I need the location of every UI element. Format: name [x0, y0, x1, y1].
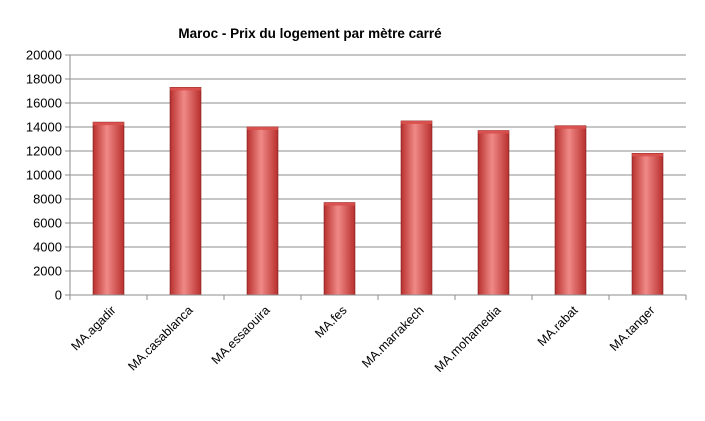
x-tick-label: MA.tanger	[607, 303, 658, 354]
chart-title: Maroc - Prix du logement par mètre carré	[178, 26, 442, 41]
y-tick-label: 4000	[33, 240, 62, 255]
bar-ma-rabat	[554, 125, 587, 296]
x-tick-label: MA.rabat	[535, 303, 581, 349]
bar-ma-essaouira	[246, 126, 279, 296]
bar-top-highlight	[247, 127, 278, 130]
bar-top-highlight	[632, 153, 663, 157]
x-tick-label: MA.marrakech	[359, 303, 426, 370]
x-tick-labels: MA.agadir MA.casablanca MA.essaouira MA.fes…	[68, 303, 657, 375]
y-tick-label: 12000	[26, 144, 62, 159]
y-tick-label: 0	[55, 288, 62, 303]
bar-ma-fes	[323, 202, 356, 296]
bar-top-highlight	[324, 202, 355, 206]
y-tick-label: 18000	[26, 72, 62, 87]
bar-ma-agadir	[92, 121, 125, 296]
y-tick-label: 16000	[26, 96, 62, 111]
y-tick-labels: 0 2000 4000 6000 8000 10000 12000 14000 16000 180…	[26, 48, 62, 303]
bar-top-highlight	[401, 121, 432, 124]
bar-ma-mohamedia	[477, 130, 510, 296]
bar-top-highlight	[170, 87, 201, 91]
axes	[69, 55, 687, 300]
bar-ma-casablanca	[169, 87, 202, 296]
x-tick-label: MA.casablanca	[125, 303, 195, 373]
bars	[92, 87, 664, 296]
y-tick-label: 6000	[33, 216, 62, 231]
x-tick-label: MA.mohamedia	[432, 303, 504, 375]
bar-top-highlight	[93, 122, 124, 126]
bar-top-highlight	[555, 125, 586, 129]
y-tick-label: 14000	[26, 120, 62, 135]
gridlines	[65, 54, 686, 296]
bar-ma-marrakech	[400, 120, 433, 296]
y-tick-label: 20000	[26, 48, 62, 63]
y-tick-label: 2000	[33, 264, 62, 279]
bar-top-highlight	[478, 130, 509, 134]
x-tick-label: MA.fes	[312, 303, 349, 340]
y-tick-label: 8000	[33, 192, 62, 207]
x-tick-label: MA.essaouira	[209, 303, 273, 367]
x-tick-label: MA.agadir	[68, 303, 118, 353]
y-tick-label: 10000	[26, 168, 62, 183]
bar-ma-tanger	[631, 152, 664, 296]
